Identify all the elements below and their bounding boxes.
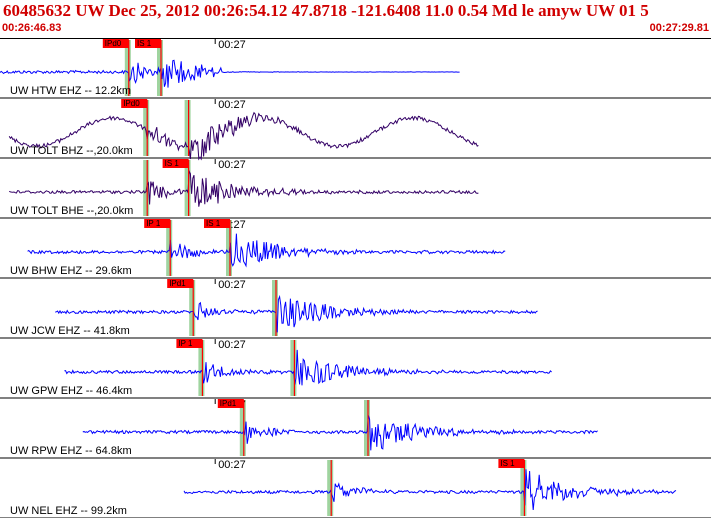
end-time: 00:27:29.81: [649, 22, 709, 34]
s-pick-band: [272, 280, 278, 336]
time-tick-label: 00:27: [218, 159, 246, 171]
s-pick-band: [290, 340, 297, 396]
time-tick-label: 00:27: [218, 339, 246, 351]
time-tick-label: 00:27: [218, 39, 246, 51]
time-tick-label: 00:27: [218, 279, 246, 291]
waveform-trace: [64, 349, 552, 386]
p-pick-band: [327, 460, 334, 516]
time-tick-label: 00:27: [218, 459, 246, 471]
s-pick-band: [157, 40, 163, 96]
trace-label: UW TOLT BHZ --,20.0km: [10, 145, 133, 157]
s-pick-label: IS 1: [137, 39, 152, 48]
event-title: 60485632 UW Dec 25, 2012 00:26:54.12 47.…: [3, 1, 649, 20]
trace-label: UW HTW EHZ -- 12.2km: [10, 85, 131, 97]
p-pick-label-box: [176, 339, 203, 348]
p-pick-label: IPd0: [123, 99, 140, 108]
s-pick-band: [226, 220, 232, 276]
s-pick-label-box: [135, 39, 161, 48]
p-pick-band: [198, 340, 205, 396]
seismogram-panel: 00:27 IPd0 IS 1 UW HTW EHZ -- 12.2km 00:27 IP…: [0, 39, 711, 518]
p-pick-label: IP 1: [178, 339, 193, 348]
p-pick-label: IPd1: [169, 279, 186, 288]
s-pick-label-box: [162, 159, 189, 168]
s-pick-band: [184, 100, 191, 156]
trace-label: UW BHW EHZ -- 29.6km: [10, 265, 132, 277]
p-pick-band: [239, 400, 246, 456]
start-time: 00:26:46.83: [2, 22, 62, 34]
s-pick-label: IS 1: [500, 459, 515, 468]
p-pick-band: [143, 100, 150, 156]
time-tick-label: 00:27: [218, 99, 246, 111]
s-pick-band: [520, 460, 527, 516]
p-pick-label-box: [217, 399, 244, 408]
waveform-trace: [82, 415, 598, 451]
s-pick-label: IS 1: [206, 219, 221, 228]
waveform-trace: [8, 111, 479, 161]
trace-label: UW RPW EHZ -- 64.8km: [10, 445, 132, 457]
p-pick-label: IPd0: [105, 39, 122, 48]
trace-label: UW TOLT BHE --,20.0km: [10, 205, 133, 217]
p-pick-band: [124, 40, 131, 96]
waveform-trace: [0, 59, 460, 88]
trace-label: UW GPW EHZ -- 46.4km: [10, 385, 132, 397]
header: 60485632 UW Dec 25, 2012 00:26:54.12 47.…: [0, 0, 711, 39]
p-pick-band: [189, 280, 196, 336]
s-pick-label-box: [204, 219, 230, 228]
p-pick-label-box: [167, 279, 194, 288]
p-pick-label-box: [121, 99, 148, 108]
waveform-trace: [55, 294, 538, 333]
trace-label: UW JCW EHZ -- 41.8km: [10, 325, 130, 337]
waveform-trace: [8, 169, 479, 207]
p-pick-label: IPd1: [220, 399, 237, 408]
s-pick-label-box: [498, 459, 525, 468]
p-pick-label: IP 1: [146, 219, 161, 228]
trace-label: UW NEL EHZ -- 99.2km: [10, 505, 127, 517]
waveform-trace: [27, 233, 506, 268]
s-pick-band: [184, 160, 191, 216]
waveform-trace: [183, 469, 677, 511]
p-pick-label-box: [102, 39, 129, 48]
s-pick-label: IS 1: [165, 159, 180, 168]
p-pick-label-box: [144, 219, 171, 228]
